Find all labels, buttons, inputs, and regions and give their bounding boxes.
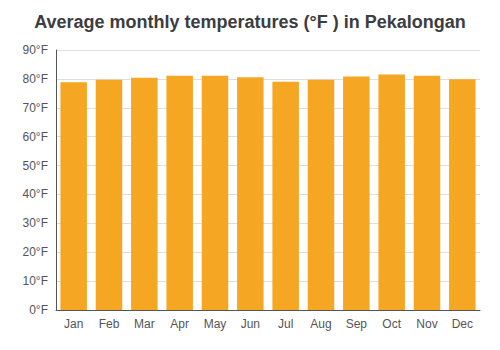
svg-text:Feb: Feb [99, 317, 120, 331]
svg-text:Dec: Dec [452, 317, 473, 331]
svg-text:10°F: 10°F [23, 274, 48, 288]
svg-text:80°F: 80°F [23, 72, 48, 86]
svg-text:Sep: Sep [346, 317, 368, 331]
svg-text:40°F: 40°F [23, 187, 48, 201]
svg-text:0°F: 0°F [29, 303, 48, 317]
svg-text:Jun: Jun [241, 317, 260, 331]
svg-text:Jan: Jan [64, 317, 83, 331]
svg-text:30°F: 30°F [23, 216, 48, 230]
svg-text:Mar: Mar [134, 317, 155, 331]
svg-text:Oct: Oct [382, 317, 401, 331]
svg-text:Jul: Jul [278, 317, 293, 331]
svg-text:20°F: 20°F [23, 245, 48, 259]
svg-text:60°F: 60°F [23, 130, 48, 144]
svg-text:Aug: Aug [310, 317, 331, 331]
svg-text:May: May [204, 317, 227, 331]
svg-text:90°F: 90°F [23, 43, 48, 57]
svg-text:Average monthly temperatures (: Average monthly temperatures (°F ) in Pe… [34, 12, 466, 32]
svg-text:Nov: Nov [416, 317, 437, 331]
svg-text:70°F: 70°F [23, 101, 48, 115]
svg-text:50°F: 50°F [23, 159, 48, 173]
svg-text:Apr: Apr [170, 317, 189, 331]
